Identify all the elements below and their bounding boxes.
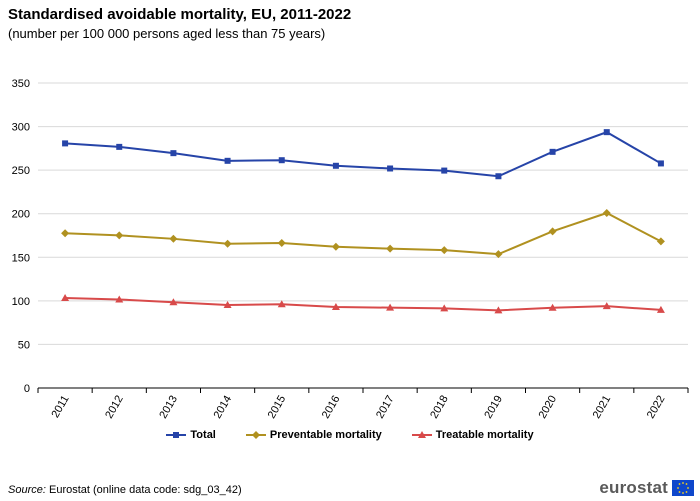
eurostat-logo: eurostat xyxy=(599,478,694,498)
data-point-treatable-mortality xyxy=(386,303,395,311)
y-tick-label: 0 xyxy=(24,383,30,395)
source-text: Eurostat (online data code: sdg_03_42) xyxy=(48,484,242,496)
logo-text: eurostat xyxy=(599,478,668,497)
x-tick-label: 2011 xyxy=(49,394,71,420)
data-point-treatable-mortality xyxy=(440,304,449,312)
data-point-total xyxy=(224,157,231,164)
data-point-total xyxy=(657,160,664,167)
data-point-total xyxy=(603,129,610,136)
data-point-total xyxy=(549,148,556,155)
legend-marker xyxy=(417,431,426,438)
x-tick-label: 2021 xyxy=(591,394,614,421)
data-point-preventable-mortality xyxy=(331,242,340,251)
y-axis-ticks: 0 50 100 150 200 250 300 350 xyxy=(12,78,30,395)
legend-swatch-treatable-mortality xyxy=(411,431,432,438)
data-point-preventable-mortality xyxy=(656,237,665,246)
data-point-preventable-mortality xyxy=(277,238,286,247)
x-tick-label: 2015 xyxy=(266,394,289,421)
x-tick-label: 2016 xyxy=(320,394,343,421)
y-tick-label: 150 xyxy=(12,252,30,264)
eu-flag-icon xyxy=(672,480,694,496)
data-point-treatable-mortality xyxy=(602,302,611,310)
data-point-treatable-mortality xyxy=(61,293,70,301)
legend-label: Treatable mortality xyxy=(435,429,534,441)
x-axis-ticks: 2011 2012 2013 2014 2015 2016 2017 2018 2019 2020… xyxy=(37,388,689,421)
data-point-preventable-mortality xyxy=(223,239,232,248)
series-line-treatable-mortality xyxy=(65,296,661,312)
data-point-preventable-mortality xyxy=(169,234,178,243)
data-point-treatable-mortality xyxy=(548,303,557,311)
legend-swatch-total xyxy=(166,432,187,438)
data-point-total xyxy=(278,157,285,164)
x-tick-label: 2020 xyxy=(537,394,560,421)
legend-label: Preventable mortality xyxy=(269,429,382,441)
data-point-treatable-mortality xyxy=(223,301,232,309)
data-point-preventable-mortality xyxy=(115,231,124,240)
data-point-treatable-mortality xyxy=(277,300,286,308)
data-point-total xyxy=(387,165,394,172)
data-point-preventable-mortality xyxy=(440,246,449,255)
data-point-preventable-mortality xyxy=(602,209,611,218)
x-tick-label: 2019 xyxy=(482,393,505,420)
x-tick-label: 2012 xyxy=(103,394,126,421)
y-tick-label: 100 xyxy=(12,296,30,308)
legend-label: Total xyxy=(190,429,216,441)
data-point-preventable-mortality xyxy=(494,250,503,259)
data-point-treatable-mortality xyxy=(331,303,340,311)
data-point-treatable-mortality xyxy=(169,298,178,306)
source-note: Source: Eurostat (online data code: sdg_… xyxy=(8,484,242,496)
y-tick-label: 50 xyxy=(18,339,30,351)
legend-swatch-preventable-mortality xyxy=(245,431,266,439)
y-tick-label: 350 xyxy=(12,78,30,90)
legend-item-preventable-mortality: Preventable mortality xyxy=(245,429,382,441)
legend: Total Preventable mortality Treatable mort… xyxy=(0,429,700,441)
chart-subtitle: (number per 100 000 persons aged less th… xyxy=(8,26,326,41)
legend-marker xyxy=(173,432,180,438)
x-tick-label: 2017 xyxy=(374,394,397,421)
legend-item-total: Total xyxy=(166,429,216,441)
data-point-total xyxy=(170,150,177,157)
y-tick-label: 300 xyxy=(12,122,30,134)
legend-marker xyxy=(251,431,260,439)
data-point-total xyxy=(116,143,123,150)
data-point-total xyxy=(495,173,502,180)
data-point-preventable-mortality xyxy=(61,229,70,238)
legend-item-treatable-mortality: Treatable mortality xyxy=(411,429,534,441)
series-line-preventable-mortality xyxy=(65,211,662,256)
series-line-total xyxy=(65,131,662,178)
data-point-total xyxy=(62,140,69,147)
x-tick-label: 2018 xyxy=(428,394,451,421)
data-point-treatable-mortality xyxy=(115,295,124,303)
source-label: Source: xyxy=(8,484,46,496)
chart-title: Standardised avoidable mortality, EU, 20… xyxy=(8,6,352,23)
data-point-treatable-mortality xyxy=(656,305,665,313)
data-point-total xyxy=(441,167,448,174)
y-tick-label: 250 xyxy=(12,165,30,177)
x-tick-label: 2022 xyxy=(645,394,668,421)
data-point-total xyxy=(332,162,339,169)
data-point-preventable-mortality xyxy=(386,244,395,253)
x-tick-label: 2013 xyxy=(157,394,180,421)
y-tick-label: 200 xyxy=(12,209,30,221)
series-group xyxy=(61,129,665,314)
x-tick-label: 2014 xyxy=(212,394,235,421)
data-point-treatable-mortality xyxy=(494,306,503,314)
data-point-preventable-mortality xyxy=(548,227,557,236)
